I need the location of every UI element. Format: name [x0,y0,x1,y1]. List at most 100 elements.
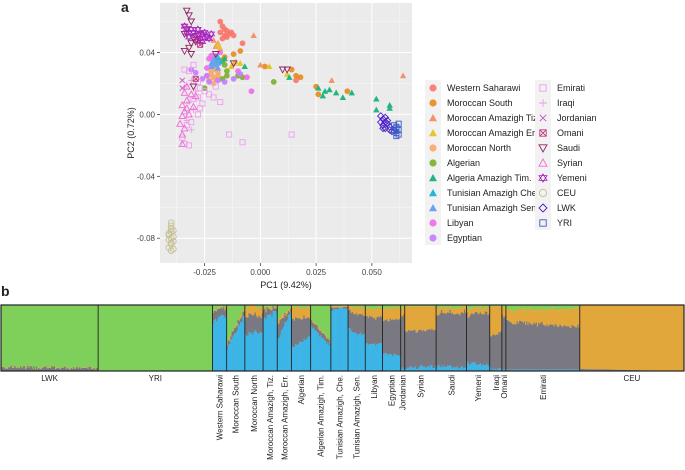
admixture-segment [56,368,58,371]
admixture-segment [553,326,556,370]
legend-item: Algerian [425,155,540,170]
admixture-segment [334,309,337,371]
admixture-segment [460,367,462,371]
admixture-segment [346,305,349,306]
admixture-segment [42,366,45,371]
admixture-segment [226,341,229,346]
admixture-segment [311,328,314,371]
admixture-segment [56,305,58,368]
admixture-segment [438,314,441,365]
data-point [283,66,292,74]
data-point [379,124,387,133]
admixture-segment [233,333,236,371]
admixture-segment [643,370,645,371]
admixture-segment [255,305,258,309]
admixture-segment [75,305,77,368]
admixture-segment [615,369,618,371]
legend-key-circle-filled-icon [425,155,441,170]
admixture-segment [45,365,47,367]
admixture-segment [107,305,110,371]
admixture-segment [462,305,465,309]
admixture-segment [301,342,303,371]
admixture-segment [533,308,535,323]
admixture-segment [45,366,47,371]
admixture-segment [414,366,416,371]
admixture-segment [29,305,32,366]
admixture-segment [510,369,513,371]
admixture-segment [1,366,3,371]
admixture-segment [600,370,602,371]
admixture-segment [332,307,334,311]
data-point [215,72,221,79]
data-point [217,44,224,51]
admixture-segment [409,306,412,331]
admixture-segment [18,305,21,368]
admixture-segment [324,335,327,337]
admixture-segment [322,333,325,339]
admixture-segment [214,310,217,320]
data-point [293,72,299,79]
admixture-segment [54,368,57,370]
admixture-segment [330,305,333,307]
admixture-segment [122,305,124,371]
admixture-segment [279,319,282,335]
admixture-segment [600,369,602,371]
population-label: YRI [149,374,162,383]
admixture-segment [295,344,297,371]
admixture-segment [619,305,621,370]
admixture-segment [455,307,458,315]
admixture-segment [538,309,540,323]
population-label: CEU [623,374,640,383]
admixture-segment [381,305,383,310]
admixture-segment [421,365,424,371]
admixture-segment [448,309,450,313]
admixture-segment [227,305,230,339]
admixture-segment [493,305,495,307]
admixture-segment [270,310,272,314]
admixture-segment [488,313,491,367]
admixture-segment [348,305,350,306]
admixture-segment [352,307,355,314]
admixture-segment [266,306,269,308]
admixture-segment [84,367,87,371]
data-point [203,72,210,79]
admixture-segment [410,367,413,371]
admixture-segment [542,310,545,325]
admixture-segment [86,367,88,371]
admixture-segment [252,305,254,316]
admixture-segment [119,305,122,371]
data-point [214,64,222,71]
admixture-segment [428,305,431,307]
admixture-segment [225,306,228,309]
admixture-segment [128,305,130,371]
legend-item: Moroccan South [425,95,540,110]
admixture-segment [482,314,485,364]
admixture-segment [442,308,444,314]
admixture-segment [437,365,439,371]
admixture-segment [263,318,265,371]
admixture-segment [459,308,461,316]
data-point [286,74,293,80]
admixture-segment [481,314,483,366]
admixture-segment [522,369,525,371]
admixture-segment [83,367,86,368]
legend-key-square-open-icon [535,215,551,230]
admixture-segment [60,367,63,371]
admixture-segment [572,369,575,371]
admixture-segment [297,305,300,307]
legend-item: YRI [535,215,597,230]
admixture-segment [585,370,588,371]
admixture-segment [386,305,388,308]
admixture-segment [57,305,59,368]
admixture-segment [447,312,449,366]
admixture-segment [243,316,246,371]
admixture-segment [10,364,13,366]
admixture-segment [467,305,470,311]
admixture-segment [296,305,298,307]
admixture-segment [462,368,465,371]
admixture-segment [428,306,431,329]
admixture-segment [207,305,210,371]
admixture-segment [450,305,453,308]
admixture-segment [591,370,594,371]
data-point [211,51,220,59]
